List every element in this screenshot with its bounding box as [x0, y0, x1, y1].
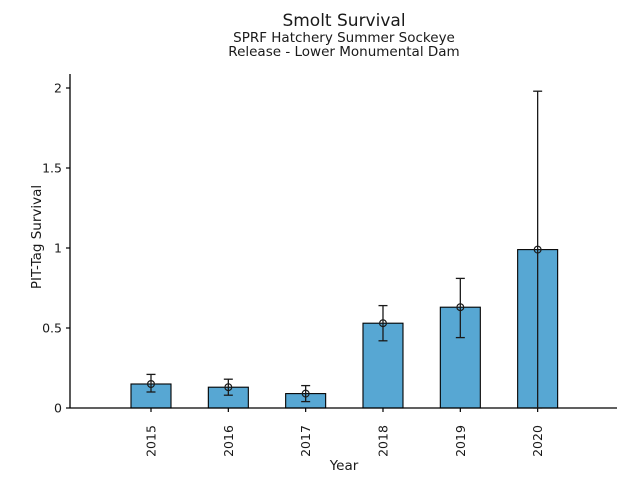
point-marker-2016	[224, 383, 233, 392]
y-tick-label: 1.5	[42, 161, 62, 176]
chart-subtitle-line2: Release - Lower Monumental Dam	[228, 44, 460, 60]
point-marker-2018	[378, 319, 387, 328]
point-marker-2017	[301, 389, 310, 398]
x-tick-label: 2017	[298, 425, 313, 457]
x-tick-label: 2015	[144, 425, 159, 457]
y-axis-label: PIT-Tag Survival	[29, 184, 45, 290]
x-tick-label: 2018	[375, 425, 390, 457]
y-tick-label: 1	[54, 241, 62, 256]
x-tick-label: 2020	[530, 425, 545, 457]
point-marker-2019	[456, 303, 465, 312]
y-tick-label: 2	[54, 81, 62, 96]
point-marker-2015	[147, 380, 156, 389]
chart-title: Smolt Survival	[282, 11, 406, 31]
x-tick-label: 2016	[221, 425, 236, 457]
chart-subtitle-line1: SPRF Hatchery Summer Sockeye	[233, 30, 455, 46]
y-tick-label: 0	[54, 401, 62, 416]
x-tick-label: 2019	[453, 425, 468, 457]
y-tick-label: 0.5	[42, 321, 62, 336]
x-axis-label: Year	[329, 458, 359, 474]
point-marker-2020	[533, 245, 542, 254]
